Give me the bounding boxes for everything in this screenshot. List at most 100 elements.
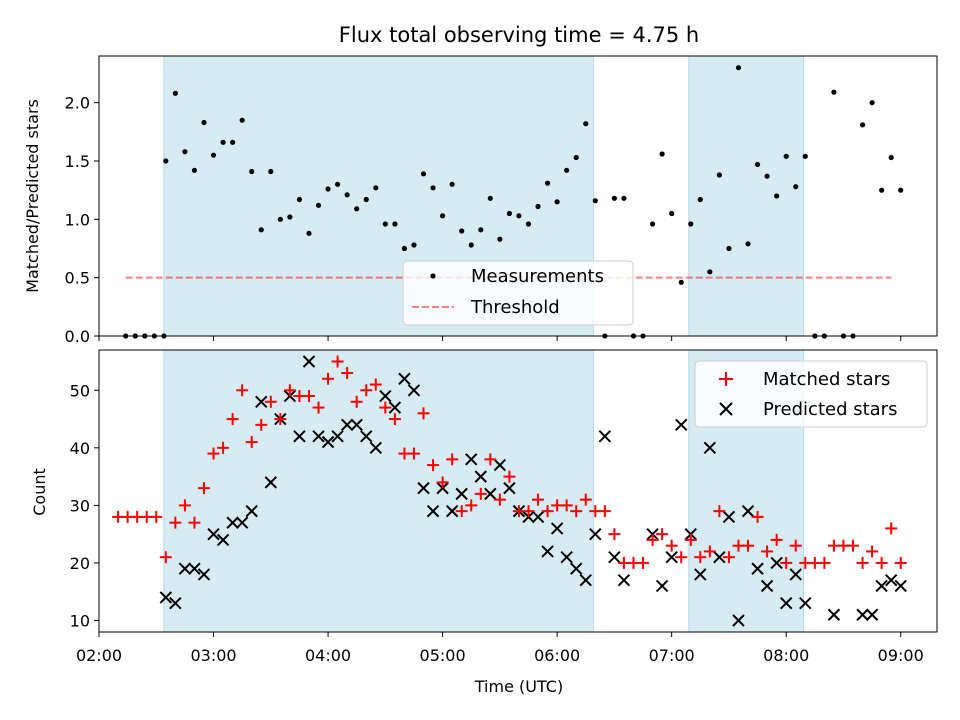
predicted-star-marker [293,430,306,443]
matched-star-marker [360,384,373,397]
measurement-point [831,89,837,95]
matched-star-marker [598,505,611,518]
matched-star-marker [875,556,888,569]
measurement-point [879,187,885,193]
predicted-star-marker [331,430,344,443]
predicted-star-marker [503,481,516,495]
matched-star-marker [474,487,487,500]
measurement-point [506,210,513,217]
measurement-point [210,152,217,158]
matched-star-marker [379,401,392,414]
measurement-point [277,216,283,222]
matched-star-marker [493,493,506,506]
matched-star-marker [169,516,182,529]
measurement-point [478,227,484,233]
predicted-star-marker [894,579,907,593]
measurement-point [325,186,331,192]
predicted-star-marker [675,418,688,432]
y-tick-label: 40 [70,439,90,458]
predicted-star-marker [226,516,239,529]
measurement-point [344,192,350,198]
matched-star-marker [856,556,869,569]
predicted-star-marker [799,597,812,610]
predicted-star-marker [732,614,745,627]
measurement-point [172,90,178,96]
measurement-point [439,213,446,219]
observing-intervals [163,349,804,633]
matched-star-marker [283,384,296,397]
predicted-star-marker [760,579,774,593]
y-tick-label: 1.5 [65,152,90,171]
measurement-point [411,242,417,248]
predicted-star-marker [264,476,278,489]
matched-star-marker [780,556,793,569]
matched-star-marker [894,556,907,569]
matched-star-marker [188,516,201,529]
matched-star-marker [331,355,344,368]
matched-star-marker [236,384,249,397]
predicted-star-marker [379,389,392,403]
x-axis-label: Time (UTC) [474,677,563,696]
x-tick-label: 08:00 [763,646,809,665]
matched-star-markers [112,355,907,569]
measurement-point [544,180,551,186]
measurement-point [554,199,560,205]
matched-star-marker [722,551,735,564]
predicted-star-marker [255,395,268,409]
predicted-star-marker [856,608,869,621]
measurement-point [573,154,579,161]
matched-star-marker [226,413,239,426]
predicted-star-marker [340,418,354,432]
matched-star-marker [656,528,669,541]
predicted-star-marker [188,562,201,575]
matched-star-marker [579,493,592,506]
measurement-point [649,221,656,227]
measurement-point [516,213,522,219]
matched-star-marker [742,539,755,552]
predicted-star-marker [713,550,726,564]
bottom-legend: Matched stars Predicted stars [694,360,928,428]
matched-star-marker [751,510,764,523]
matched-star-marker [150,510,163,523]
measurement-point [735,65,742,71]
predicted-star-marker [245,504,258,518]
matched-star-marker [560,499,573,512]
matched-star-marker [159,551,172,564]
measurement-point [669,210,675,217]
predicted-star-marker [827,608,841,621]
measurement-point [315,202,322,208]
y-tick-label: 10 [70,611,90,630]
matched-star-marker [541,505,554,518]
predicted-star-marker [235,516,249,529]
matched-star-marker [484,453,497,466]
bottom-axes-frame [98,349,938,633]
y-tick-label: 0.5 [65,269,90,288]
predicted-star-marker [541,545,554,558]
matched-star-marker [178,499,191,512]
x-tick-label: 07:00 [649,646,695,665]
predicted-star-marker [875,579,888,593]
measurement-point [468,242,474,248]
legend-x-icon [719,402,733,416]
measurement-point [201,119,207,126]
bottom-x-ticks: 02:00 03:00 04:00 05:00 06:00 07:00 08:00 09:00 [76,632,924,665]
matched-star-marker [197,482,210,495]
x-tick-label: 05:00 [420,646,466,665]
matched-star-marker [847,539,860,552]
predicted-star-marker [417,481,430,495]
measurement-point [678,279,684,285]
predicted-star-marker [388,401,402,414]
predicted-star-marker [350,418,363,432]
predicted-star-marker [369,441,382,455]
predicted-star-marker [197,568,211,581]
top-axes-frame [98,55,938,337]
top-x-ticks [98,336,902,341]
matched-star-marker [302,390,315,403]
x-tick-label: 04:00 [305,646,351,665]
matched-star-marker [436,476,449,489]
matched-star-marker [818,556,831,569]
legend-threshold-label: Threshold [470,297,560,318]
measurement-point [354,206,360,212]
measurement-point [592,198,598,204]
